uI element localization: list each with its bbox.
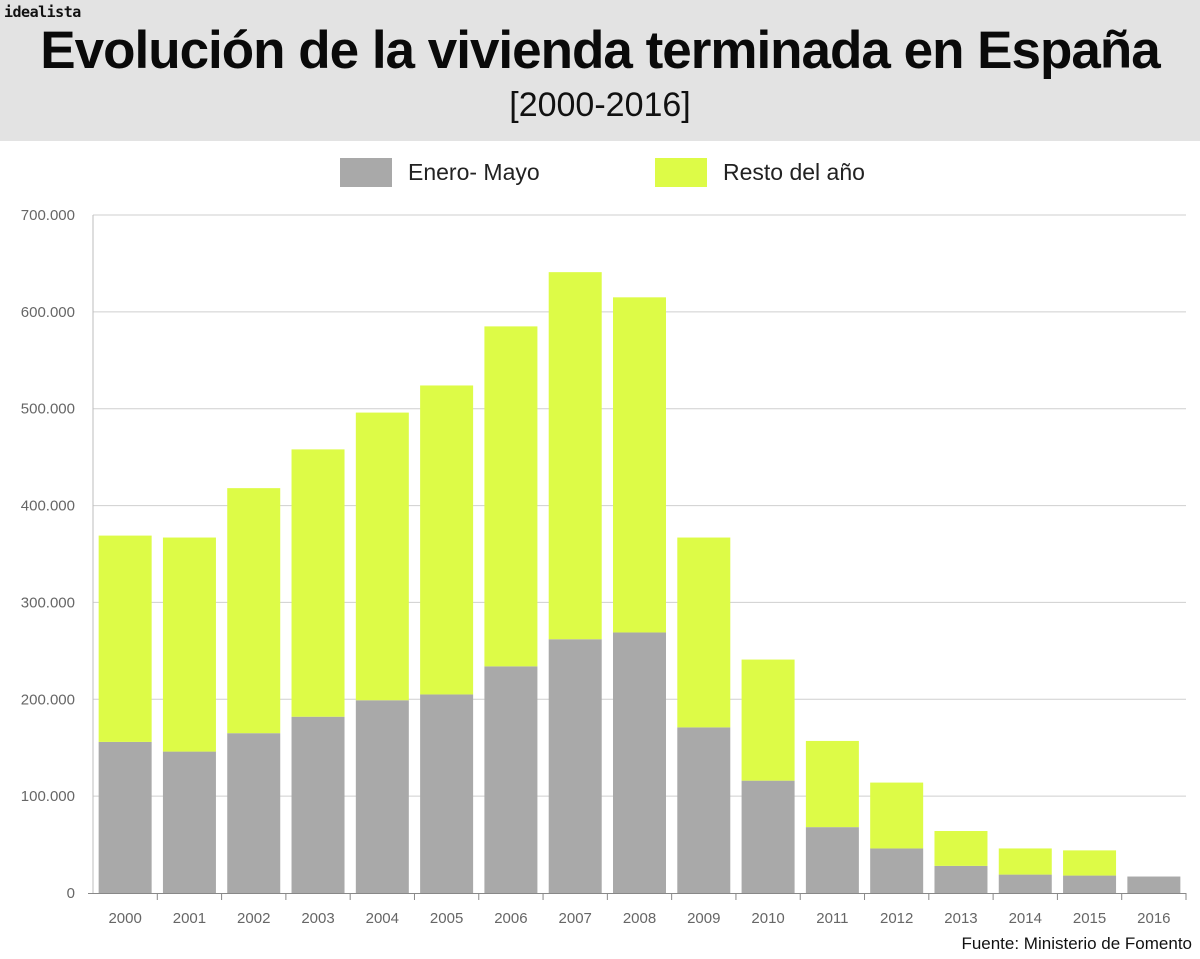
y-tick-label: 200.000: [21, 691, 75, 708]
bar-resto-del-ano-2002: [227, 488, 281, 734]
x-tick-label-2012: 2012: [880, 910, 913, 927]
bar-resto-del-ano-2008: [613, 297, 666, 633]
y-tick-label: 100.000: [21, 788, 75, 805]
bar-resto-del-ano-2011: [805, 740, 859, 828]
bar-resto-del-ano-2013: [934, 831, 988, 866]
legend-swatch-enero-mayo: [340, 157, 392, 187]
source-note: Fuente: Ministerio de Fomento: [961, 934, 1192, 953]
bar-enero-mayo-2016: [1127, 876, 1181, 893]
bar-resto-del-ano-2004: [355, 412, 409, 701]
y-tick-label: 300.000: [21, 594, 75, 611]
bar-enero-mayo-2004: [355, 700, 409, 893]
bar-enero-mayo-2000: [98, 741, 152, 893]
bar-resto-del-ano-2012: [870, 782, 924, 849]
bar-enero-mayo-2013: [934, 865, 988, 893]
bar-resto-del-ano-2009: [677, 537, 731, 728]
x-tick-label-2001: 2001: [173, 910, 206, 927]
x-tick-label-2014: 2014: [1009, 910, 1042, 927]
bar-enero-mayo-2009: [677, 727, 731, 893]
bar-resto-del-ano-2000: [98, 535, 152, 742]
legend-item-enero-mayo: Enero- Mayo: [340, 157, 540, 187]
bar-enero-mayo-2010: [741, 780, 795, 893]
bar-resto-del-ano-2014: [998, 848, 1052, 875]
x-tick-label-2006: 2006: [494, 910, 527, 927]
x-tick-label-2008: 2008: [623, 910, 656, 927]
bar-resto-del-ano-2001: [162, 537, 216, 752]
y-tick-label: 500.000: [21, 401, 75, 418]
x-tick-label-2004: 2004: [366, 910, 399, 927]
brand-logo: idealista: [4, 3, 81, 21]
x-tick-label-2016: 2016: [1137, 910, 1170, 927]
legend-label-enero-mayo: Enero- Mayo: [408, 158, 540, 185]
x-tick-label-2002: 2002: [237, 910, 270, 927]
x-tick-label-2013: 2013: [944, 910, 977, 927]
bar-enero-mayo-2005: [420, 694, 474, 893]
bar-enero-mayo-2006: [484, 666, 538, 893]
chart-title: Evolución de la vivienda terminada en Es…: [40, 21, 1160, 80]
legend-item-resto-del-ano: Resto del año: [655, 157, 865, 187]
y-tick-label: 700.000: [21, 207, 75, 224]
bar-resto-del-ano-2015: [1063, 850, 1117, 876]
bar-resto-del-ano-2006: [484, 326, 538, 667]
x-tick-label-2011: 2011: [816, 910, 848, 927]
x-tick-label-2003: 2003: [301, 910, 334, 927]
bar-enero-mayo-2007: [548, 639, 602, 893]
header: idealista Evolución de la vivienda termi…: [0, 0, 1200, 141]
x-tick-label-2009: 2009: [687, 910, 720, 927]
bar-enero-mayo-2008: [613, 632, 666, 893]
bar-enero-mayo-2012: [870, 848, 924, 893]
y-tick-label: 400.000: [21, 498, 75, 515]
bar-enero-mayo-2002: [227, 733, 281, 893]
legend-swatch-resto-del-ano: [655, 157, 707, 187]
x-tick-label-2010: 2010: [751, 910, 784, 927]
bar-enero-mayo-2011: [805, 827, 859, 893]
bar-enero-mayo-2001: [162, 751, 216, 893]
bar-resto-del-ano-2005: [420, 385, 474, 695]
chart-subtitle: [2000-2016]: [509, 86, 691, 124]
bar-resto-del-ano-2003: [291, 449, 345, 717]
bar-enero-mayo-2014: [998, 874, 1052, 893]
bar-enero-mayo-2015: [1063, 875, 1117, 893]
y-tick-label: 0: [67, 885, 75, 902]
x-tick-label-2000: 2000: [108, 910, 141, 927]
bar-resto-del-ano-2007: [548, 272, 602, 640]
x-tick-label-2007: 2007: [559, 910, 592, 927]
y-tick-label: 600.000: [21, 304, 75, 321]
bar-enero-mayo-2003: [291, 716, 345, 893]
x-tick-label-2005: 2005: [430, 910, 463, 927]
x-tick-label-2015: 2015: [1073, 910, 1106, 927]
bar-resto-del-ano-2010: [741, 659, 795, 781]
legend-label-resto-del-ano: Resto del año: [723, 158, 865, 185]
